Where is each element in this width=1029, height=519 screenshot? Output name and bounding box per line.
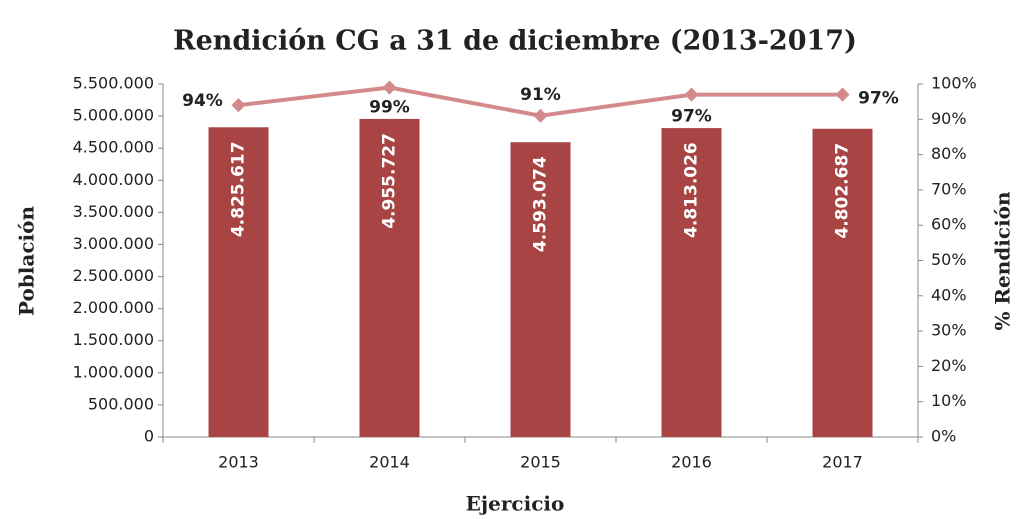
bar xyxy=(661,128,722,437)
chart-title: Rendición CG a 31 de diciembre (2013-201… xyxy=(173,26,857,57)
y2-tick-label: 60% xyxy=(931,215,967,234)
line-value-label: 91% xyxy=(520,85,561,105)
line-value-label: 99% xyxy=(369,98,410,118)
x-tick-label: 2013 xyxy=(218,453,259,472)
y-tick-label: 2.000.000 xyxy=(73,298,154,317)
x-axis-title: Ejercicio xyxy=(466,492,565,516)
bar-value-label: 4.593.074 xyxy=(531,156,551,252)
bar-value-label: 4.802.687 xyxy=(833,143,853,239)
line-marker xyxy=(835,87,850,102)
line-value-label: 97% xyxy=(671,107,712,127)
bar xyxy=(208,127,269,437)
y-tick-label: 500.000 xyxy=(88,394,154,413)
x-tick-label: 2015 xyxy=(520,453,561,472)
y-tick-label: 1.000.000 xyxy=(73,362,154,381)
y-tick-label: 3.000.000 xyxy=(73,234,154,253)
y2-tick-label: 30% xyxy=(931,321,967,340)
y2-axis-title: % Rendición xyxy=(991,191,1015,331)
y-tick-label: 2.500.000 xyxy=(73,266,154,285)
x-tick-label: 2014 xyxy=(369,453,410,472)
y-tick-label: 5.500.000 xyxy=(73,74,154,93)
line-marker xyxy=(533,108,548,123)
bar xyxy=(510,142,571,437)
bar xyxy=(812,128,873,437)
y-tick-label: 0 xyxy=(144,427,154,446)
line-value-label: 97% xyxy=(858,89,899,109)
y2-tick-label: 40% xyxy=(931,285,967,304)
y2-tick-label: 0% xyxy=(931,427,956,446)
y2-tick-label: 50% xyxy=(931,250,967,269)
y2-tick-label: 10% xyxy=(931,391,967,410)
bar-value-label: 4.825.617 xyxy=(229,141,249,237)
y-tick-label: 4.500.000 xyxy=(73,138,154,157)
x-tick-label: 2016 xyxy=(671,453,712,472)
line-marker xyxy=(382,80,397,95)
y2-tick-label: 90% xyxy=(931,109,967,128)
y-tick-label: 4.000.000 xyxy=(73,170,154,189)
bar-value-label: 4.813.026 xyxy=(682,142,702,238)
line-marker xyxy=(684,87,699,102)
y2-tick-label: 80% xyxy=(931,144,967,163)
y2-tick-label: 70% xyxy=(931,179,967,198)
bar xyxy=(359,118,420,437)
y2-tick-label: 100% xyxy=(931,74,977,93)
line-value-label: 94% xyxy=(182,91,223,111)
y2-tick-label: 20% xyxy=(931,356,967,375)
line-marker xyxy=(231,98,246,113)
y-tick-label: 3.500.000 xyxy=(73,202,154,221)
y-tick-label: 1.500.000 xyxy=(73,330,154,349)
y-axis-title: Población xyxy=(15,206,39,316)
bar-value-label: 4.955.727 xyxy=(380,133,400,229)
x-tick-label: 2017 xyxy=(822,453,863,472)
y-tick-label: 5.000.000 xyxy=(73,106,154,125)
